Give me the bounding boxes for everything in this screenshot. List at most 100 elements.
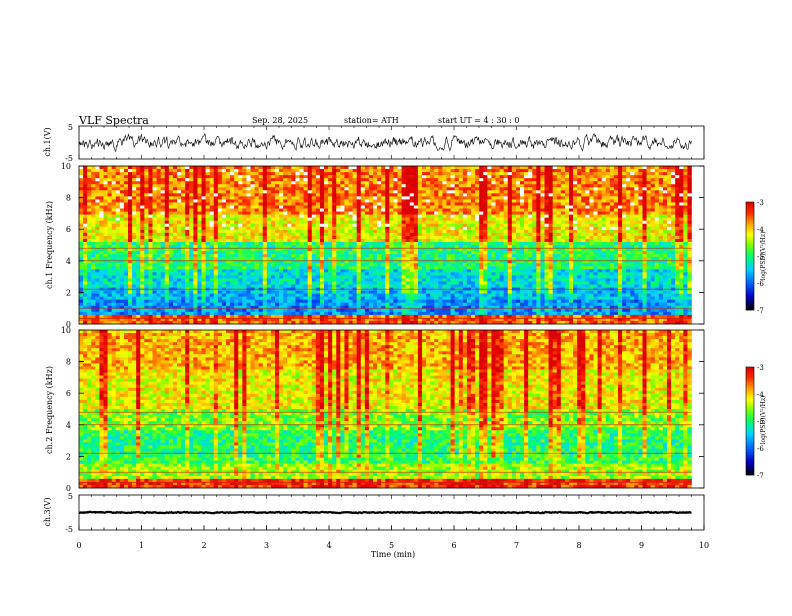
spectrogram-cell <box>361 251 365 254</box>
spectrogram-cell <box>504 175 508 178</box>
spectrogram-cell <box>479 169 483 172</box>
spectrogram-cell <box>369 172 373 175</box>
spectrogram-cell <box>365 230 369 233</box>
spectrogram-cell <box>373 230 377 233</box>
spectrogram-cell <box>259 169 263 172</box>
spectrogram-cell <box>463 236 467 239</box>
spectrogram-cell <box>598 190 602 193</box>
spectrogram-cell <box>438 230 442 233</box>
spectrogram-cell <box>573 254 577 257</box>
spectrogram-cell <box>561 202 565 205</box>
spectrogram-cell <box>136 172 140 175</box>
spectrogram-cell <box>610 196 614 199</box>
spectrogram-cell <box>655 218 659 221</box>
spectrogram-cell <box>565 215 569 218</box>
spectrogram-cell <box>475 239 479 242</box>
spectrogram-cell <box>165 218 169 221</box>
spectrogram-cell <box>108 169 112 172</box>
spectrogram-cell <box>181 166 185 169</box>
spectrogram-cell <box>267 190 271 193</box>
spectrogram-cell <box>361 245 365 248</box>
spectrogram-cell <box>585 172 589 175</box>
spectrogram-cell <box>157 190 161 193</box>
spectrogram-cell <box>353 227 357 230</box>
spectrogram-cell <box>540 184 544 187</box>
spectrogram-cell <box>108 233 112 236</box>
spectrogram-cell <box>177 227 181 230</box>
spectrogram-cell <box>197 169 201 172</box>
spectrogram-cell <box>647 245 651 248</box>
spectrogram-cell <box>271 263 275 266</box>
spectrogram-cell <box>91 215 95 218</box>
spectrogram-cell <box>491 199 495 202</box>
spectrogram-cell <box>402 257 406 260</box>
spectrogram-cell <box>536 215 540 218</box>
spectrogram-cell <box>344 263 348 266</box>
spectrogram-cell <box>112 254 116 257</box>
spectrogram-cell <box>128 187 132 190</box>
spectrogram-cell <box>324 212 328 215</box>
spectrogram-cell <box>275 175 279 178</box>
spectrogram-cell <box>263 239 267 242</box>
spectrogram-cell <box>500 187 504 190</box>
spectrogram-cell <box>508 193 512 196</box>
spectrogram-cell <box>349 187 353 190</box>
spectrogram-cell <box>246 236 250 239</box>
spectrogram-cell <box>524 187 528 190</box>
spectrogram-cell <box>189 169 193 172</box>
spectrogram-cell <box>259 206 263 209</box>
spectrogram-cell <box>577 199 581 202</box>
spectrogram-cell <box>361 239 365 242</box>
spectrogram-cell <box>263 224 267 227</box>
spectrogram-cell <box>181 254 185 257</box>
spectrogram-cell <box>577 221 581 224</box>
spectrogram-cell <box>540 175 544 178</box>
spectrogram-cell <box>259 251 263 254</box>
spectrogram-cell <box>594 212 598 215</box>
spectrogram-cell <box>91 181 95 184</box>
spectrogram-cell <box>451 251 455 254</box>
spectrogram-cell <box>373 187 377 190</box>
spectrogram-cell <box>451 184 455 187</box>
spectrogram-cell <box>455 187 459 190</box>
spectrogram-cell <box>148 254 152 257</box>
spectrogram-cell <box>365 245 369 248</box>
spectrogram-cell <box>610 199 614 202</box>
spectrogram-cell <box>91 212 95 215</box>
spectrogram-cell <box>524 215 528 218</box>
spectrogram-cell <box>467 230 471 233</box>
spectrogram-cell <box>393 263 397 266</box>
spectrogram-cell <box>565 257 569 260</box>
spectrogram-cell <box>467 227 471 230</box>
spectrogram-cell <box>214 166 218 169</box>
spectrogram-cell <box>671 209 675 212</box>
spectrogram-cell <box>614 175 618 178</box>
spectrogram-cell <box>136 245 140 248</box>
spectrogram-cell <box>524 224 528 227</box>
spectrogram-cell <box>626 172 630 175</box>
spectrogram-cell <box>210 190 214 193</box>
spectrogram-cell <box>238 224 242 227</box>
spectrogram-cell <box>242 251 246 254</box>
spectrogram-cell <box>226 230 230 233</box>
spectrogram-cell <box>438 239 442 242</box>
spectrogram-cell <box>340 196 344 199</box>
spectrogram-cell <box>304 215 308 218</box>
spectrogram-cell <box>438 215 442 218</box>
spectrogram-cell <box>667 236 671 239</box>
spectrogram-cell <box>177 193 181 196</box>
spectrogram-cell <box>557 206 561 209</box>
spectrogram-cell <box>524 169 528 172</box>
spectrogram-cell <box>626 206 630 209</box>
spectrogram-cell <box>594 175 598 178</box>
spectrogram-cell <box>238 193 242 196</box>
spectrogram-cell <box>320 199 324 202</box>
spectrogram-cell <box>418 184 422 187</box>
spectrogram-cell <box>206 254 210 257</box>
spectrogram-cell <box>157 263 161 266</box>
spectrogram-cell <box>181 181 185 184</box>
spectrogram-cell <box>108 172 112 175</box>
spectrogram-cell <box>165 242 169 245</box>
spectrogram-cell <box>365 218 369 221</box>
spectrogram-cell <box>447 202 451 205</box>
